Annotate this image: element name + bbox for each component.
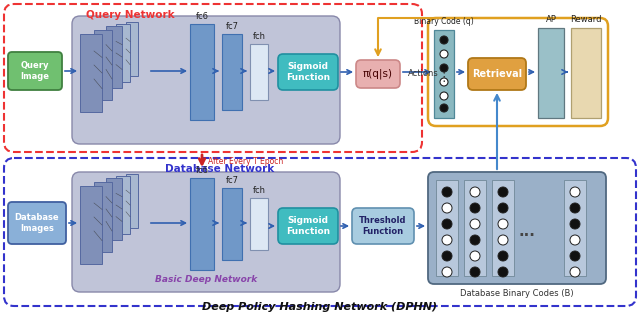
FancyBboxPatch shape [72,16,340,144]
Circle shape [442,235,452,245]
Circle shape [470,187,480,197]
Bar [538,28,564,118]
Circle shape [442,267,452,277]
Text: Query Network: Query Network [86,10,174,20]
Bar [94,182,112,252]
Circle shape [498,219,508,229]
Circle shape [498,187,508,197]
Circle shape [570,187,580,197]
Circle shape [570,219,580,229]
Circle shape [498,251,508,261]
FancyBboxPatch shape [72,172,340,292]
Text: Database
Images: Database Images [15,213,60,233]
Circle shape [470,235,480,245]
Text: ⋮: ⋮ [438,71,451,85]
FancyBboxPatch shape [278,54,338,90]
Bar [250,198,268,250]
Circle shape [470,267,480,277]
Text: Query
Image: Query Image [20,61,49,81]
Circle shape [440,104,448,112]
Text: Deep Policy Hashing Network (DPHN): Deep Policy Hashing Network (DPHN) [202,302,438,312]
Circle shape [440,50,448,58]
Text: ...: ... [518,225,536,240]
Bar [80,34,102,112]
Text: Retrieval: Retrieval [472,69,522,79]
Circle shape [470,219,480,229]
Bar [434,30,454,118]
Text: fc7: fc7 [225,176,239,185]
Bar [190,24,214,120]
Circle shape [498,267,508,277]
Circle shape [440,36,448,44]
Circle shape [440,64,448,72]
Circle shape [442,251,452,261]
Text: Actions: Actions [408,70,439,78]
Bar [222,34,242,110]
Text: fc7: fc7 [225,22,239,31]
Circle shape [440,92,448,100]
FancyBboxPatch shape [8,202,66,244]
Bar [250,44,268,100]
Circle shape [570,235,580,245]
Text: fch: fch [253,186,266,195]
Bar [106,26,122,88]
Circle shape [570,251,580,261]
Text: Reward: Reward [570,15,602,24]
Bar [126,174,138,228]
Text: fc6: fc6 [195,166,209,175]
Bar [80,186,102,264]
Text: fc6: fc6 [195,12,209,21]
Text: Basic Deep Network: Basic Deep Network [155,275,257,284]
Circle shape [498,203,508,213]
Bar [571,28,601,118]
Bar [436,180,458,276]
Circle shape [570,203,580,213]
FancyBboxPatch shape [8,52,62,90]
Bar [564,180,586,276]
Text: Binary Code (q): Binary Code (q) [414,17,474,26]
Text: After Every T Epoch: After Every T Epoch [208,157,284,166]
Text: fch: fch [253,32,266,41]
FancyBboxPatch shape [356,60,400,88]
Circle shape [442,187,452,197]
Circle shape [440,78,448,86]
Bar [116,176,130,234]
Bar [94,30,112,100]
Circle shape [442,203,452,213]
Bar [492,180,514,276]
Text: Sigmoid
Function: Sigmoid Function [286,62,330,82]
Text: Sigmoid
Function: Sigmoid Function [286,216,330,236]
Text: Database Binary Codes (B): Database Binary Codes (B) [460,289,574,298]
Text: π(q|s): π(q|s) [363,69,393,79]
Bar [190,178,214,270]
Bar [126,22,138,76]
Circle shape [442,219,452,229]
Circle shape [570,267,580,277]
Circle shape [470,203,480,213]
Text: AP: AP [545,15,556,24]
FancyBboxPatch shape [278,208,338,244]
Bar [116,24,130,82]
Bar [106,178,122,240]
Bar [222,188,242,260]
Text: Database Network: Database Network [165,164,275,174]
FancyBboxPatch shape [428,172,606,284]
FancyBboxPatch shape [352,208,414,244]
Circle shape [470,251,480,261]
Circle shape [498,235,508,245]
Text: Threshold
Function: Threshold Function [359,216,407,236]
FancyBboxPatch shape [468,58,526,90]
Bar [464,180,486,276]
